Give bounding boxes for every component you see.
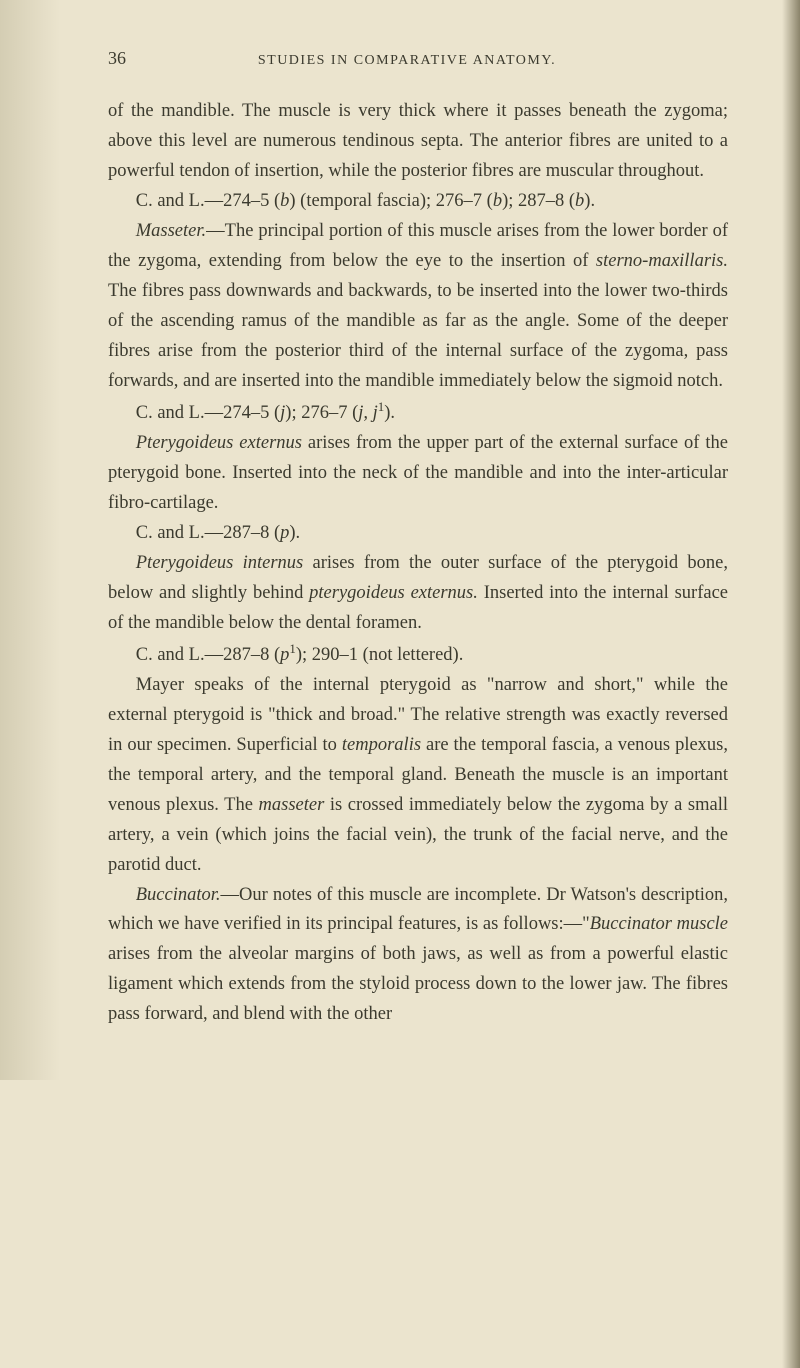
paragraph-3: Masseter.—The principal portion of this …: [108, 217, 728, 397]
paragraph-8: C. and L.—287–8 (p1); 290–1 (not lettere…: [108, 639, 728, 671]
body-text: of the mandible. The muscle is very thic…: [108, 97, 728, 1030]
paragraph-5: Pterygoideus externus arises from the up…: [108, 429, 728, 519]
paragraph-2: C. and L.—274–5 (b) (temporal fascia); 2…: [108, 187, 728, 217]
paragraph-1: of the mandible. The muscle is very thic…: [108, 97, 728, 187]
page-header: 36 STUDIES IN COMPARATIVE ANATOMY.: [108, 48, 728, 69]
paragraph-9: Mayer speaks of the internal pterygoid a…: [108, 671, 728, 881]
page-number: 36: [108, 48, 126, 69]
page-shadow: [782, 0, 800, 1368]
running-title: STUDIES IN COMPARATIVE ANATOMY.: [126, 53, 728, 69]
paragraph-4: C. and L.—274–5 (j); 276–7 (j, j1).: [108, 397, 728, 429]
paragraph-7: Pterygoideus internus arises from the ou…: [108, 549, 728, 639]
paragraph-6: C. and L.—287–8 (p).: [108, 519, 728, 549]
paragraph-10: Buccinator.—Our notes of this muscle are…: [108, 881, 728, 1031]
